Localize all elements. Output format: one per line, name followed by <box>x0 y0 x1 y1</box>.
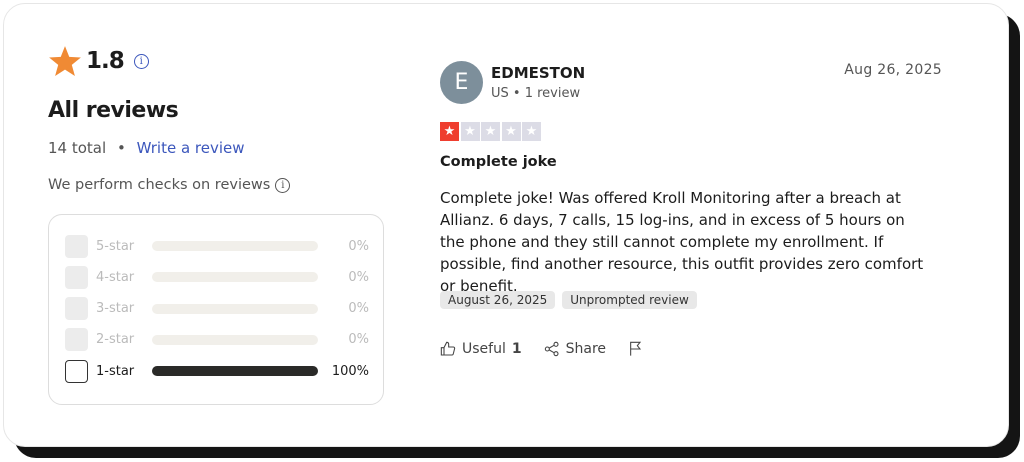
rating-distribution: 5-star 0% 4-star 0% 3-star 0% 2-star 0% 1-star 10… <box>48 214 384 405</box>
separator: • <box>116 139 126 157</box>
total-line: 14 total • Write a review <box>48 139 245 157</box>
distribution-row-3-star[interactable]: 3-star 0% <box>65 297 369 321</box>
distribution-percent: 100% <box>331 363 369 379</box>
useful-count: 1 <box>511 341 522 357</box>
checks-text: We perform checks on reviews <box>48 177 271 193</box>
distribution-bar <box>152 272 318 283</box>
share-button[interactable]: Share <box>544 341 606 357</box>
write-review-link[interactable]: Write a review <box>136 139 245 157</box>
distribution-bar <box>152 241 318 251</box>
review-tags: August 26, 2025 Unprompted review <box>440 291 697 309</box>
star-icon: ★ <box>501 122 521 141</box>
distribution-percent: 0% <box>348 238 369 254</box>
rating-summary: 1.8 i <box>48 44 149 78</box>
review-actions: Useful 1 Share <box>440 340 644 358</box>
avatar: E <box>440 61 483 104</box>
distribution-bar-fill <box>152 366 318 377</box>
filter-checkbox[interactable] <box>65 234 88 258</box>
distribution-percent: 0% <box>348 332 369 348</box>
total-count: 14 total <box>48 139 107 157</box>
useful-button[interactable]: Useful 1 <box>440 341 522 357</box>
checks-note: We perform checks on reviews i <box>48 177 291 193</box>
star-icon: ★ <box>440 122 459 141</box>
info-icon[interactable]: i <box>275 177 291 193</box>
share-icon <box>544 341 559 357</box>
author-name[interactable]: EDMESTON <box>491 64 586 82</box>
star-label: 4-star <box>96 269 135 285</box>
filter-checkbox[interactable] <box>65 359 88 383</box>
distribution-bar <box>152 334 318 345</box>
distribution-row-4-star[interactable]: 4-star 0% <box>65 265 369 289</box>
filter-checkbox[interactable] <box>65 297 88 321</box>
review-stars: ★ ★ ★ ★ ★ <box>440 122 541 141</box>
star-label: 2-star <box>96 332 135 348</box>
useful-label: Useful <box>462 341 506 357</box>
filter-checkbox[interactable] <box>65 328 88 352</box>
distribution-percent: 0% <box>348 301 369 317</box>
author-meta: US • 1 review <box>491 86 581 101</box>
tag-date: August 26, 2025 <box>440 291 556 309</box>
info-icon[interactable]: i <box>133 53 149 69</box>
tag-unprompted: Unprompted review <box>562 291 697 309</box>
star-icon: ★ <box>522 122 541 141</box>
reviews-card: 1.8 i All reviews 14 total • Write a rev… <box>3 3 1009 447</box>
flag-icon <box>630 341 642 356</box>
distribution-percent: 0% <box>348 269 369 285</box>
distribution-row-2-star[interactable]: 2-star 0% <box>65 328 369 352</box>
star-icon <box>49 46 81 77</box>
review-title: Complete joke <box>440 154 557 170</box>
page-title: All reviews <box>48 98 179 123</box>
star-icon: ★ <box>481 122 500 141</box>
share-label: Share <box>565 341 607 357</box>
distribution-bar <box>152 303 318 314</box>
average-rating: 1.8 <box>86 48 125 74</box>
distribution-row-1-star[interactable]: 1-star 100% <box>65 359 369 383</box>
star-icon: ★ <box>460 122 480 141</box>
review-date: Aug 26, 2025 <box>844 62 942 78</box>
star-label: 3-star <box>96 301 135 317</box>
distribution-bar <box>152 366 318 377</box>
filter-checkbox[interactable] <box>65 265 88 289</box>
thumbs-up-icon <box>440 341 456 356</box>
star-label: 1-star <box>96 363 135 379</box>
review-body: Complete joke! Was offered Kroll Monitor… <box>440 189 924 295</box>
distribution-row-5-star[interactable]: 5-star 0% <box>65 234 369 258</box>
star-label: 5-star <box>96 238 135 254</box>
report-button[interactable] <box>628 340 644 358</box>
